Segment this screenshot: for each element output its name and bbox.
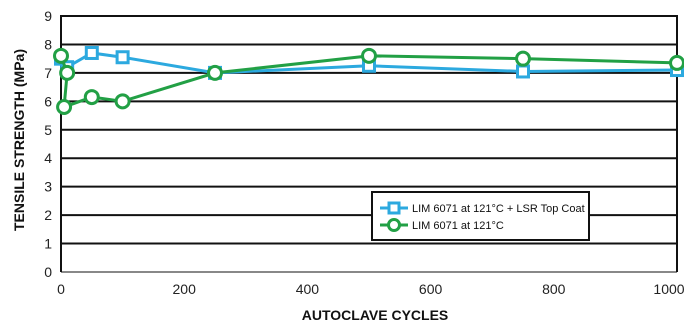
y-tick-label: 4 (44, 150, 52, 166)
legend-box (372, 192, 589, 240)
data-point (85, 91, 98, 104)
y-tick-label: 2 (44, 207, 52, 223)
data-point (58, 101, 71, 114)
legend-square-marker (389, 203, 399, 213)
y-tick-label: 6 (44, 93, 52, 109)
series-2 (55, 49, 684, 113)
y-tick-label: 1 (44, 236, 52, 252)
series-layer (55, 47, 684, 113)
data-point (86, 47, 97, 58)
legend-label: LIM 6071 at 121°C (412, 220, 504, 232)
data-point (363, 49, 376, 62)
legend-label: LIM 6071 at 121°C + LSR Top Coat (412, 203, 585, 215)
x-tick-label: 0 (57, 281, 65, 297)
x-tick-label: 200 (173, 281, 197, 297)
y-tick-label: 7 (44, 65, 52, 81)
legend: LIM 6071 at 121°C + LSR Top Coat LIM 6071… (372, 192, 589, 240)
x-tick-label: 400 (296, 281, 320, 297)
data-point (518, 66, 529, 77)
data-point (55, 49, 68, 62)
y-tick-label: 8 (44, 36, 52, 52)
x-tick-label: 800 (542, 281, 566, 297)
x-tick-label: 600 (419, 281, 443, 297)
data-point (671, 56, 684, 69)
x-tick-labels: 0 200 400 600 800 1000 (57, 281, 684, 297)
y-tick-label: 9 (44, 8, 52, 24)
data-point (209, 66, 222, 79)
legend-item-2: LIM 6071 at 121°C (380, 220, 504, 233)
x-tick-label: 1000 (653, 281, 684, 297)
data-point (517, 52, 530, 65)
y-tick-label: 0 (44, 264, 52, 280)
y-tick-labels: 0 1 2 3 4 5 6 7 8 9 (44, 8, 52, 280)
data-point (116, 95, 129, 108)
y-axis-title: TENSILE STRENGTH (MPa) (11, 49, 27, 231)
data-point (117, 52, 128, 63)
x-axis-title: AUTOCLAVE CYCLES (302, 307, 449, 323)
data-point (61, 66, 74, 79)
y-tick-label: 5 (44, 122, 52, 138)
y-tick-label: 3 (44, 179, 52, 195)
legend-circle-marker (389, 220, 400, 231)
